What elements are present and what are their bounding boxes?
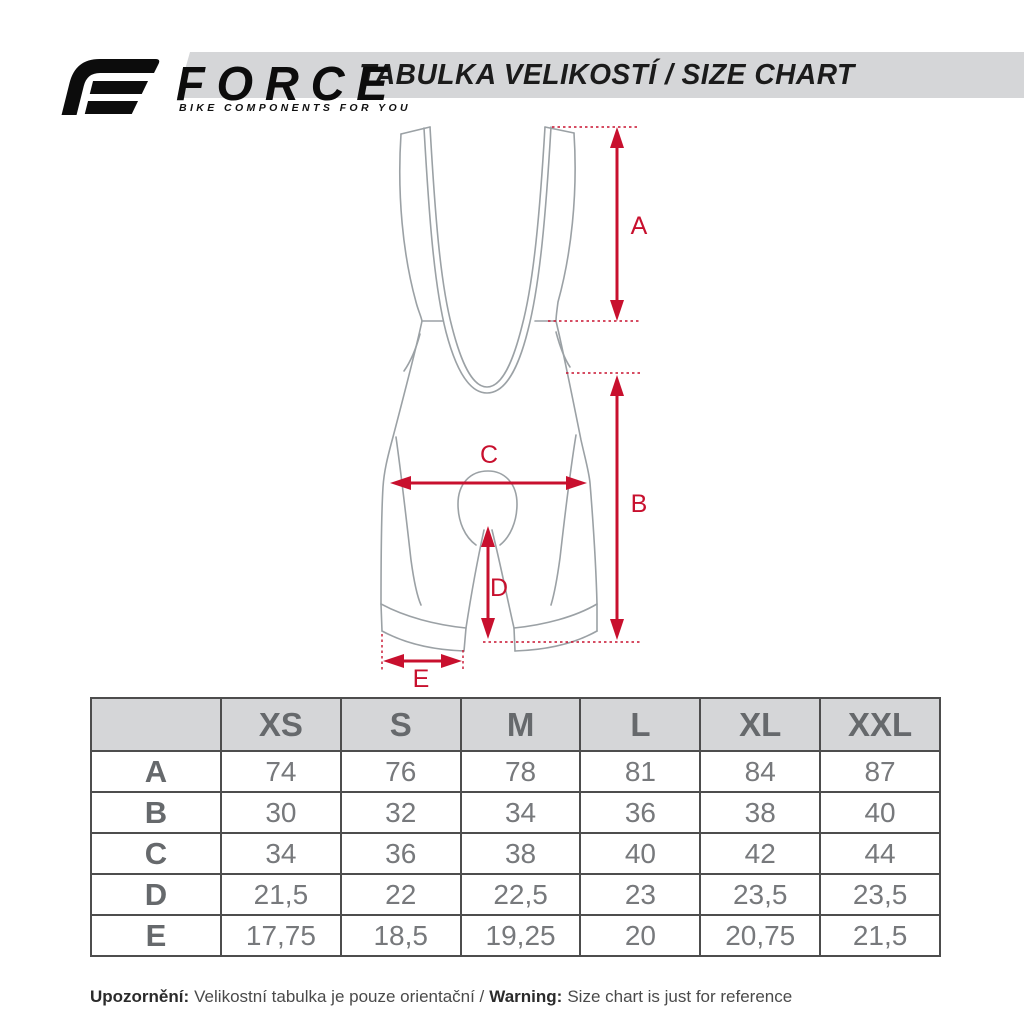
cell-value: 19,25 xyxy=(459,914,582,957)
warning-text-cs: Velikostní tabulka je pouze orientační / xyxy=(194,987,485,1006)
cell-value: 22,5 xyxy=(459,873,582,916)
cell-value: 20,75 xyxy=(699,914,822,957)
label-d: D xyxy=(490,574,508,602)
header-cell-xl: XL xyxy=(699,697,822,752)
label-e: E xyxy=(413,665,430,693)
table-row: D 21,5 22 22,5 23 23,5 23,5 xyxy=(90,873,941,916)
cell-value: 20 xyxy=(579,914,702,957)
row-label: D xyxy=(90,873,222,916)
size-table-header-row: XS S M L XL XXL xyxy=(90,697,941,752)
cell-value: 40 xyxy=(579,832,702,875)
header-cell-xs: XS xyxy=(220,697,342,752)
cell-value: 44 xyxy=(819,832,941,875)
table-row: E 17,75 18,5 19,25 20 20,75 21,5 xyxy=(90,914,941,957)
cell-value: 18,5 xyxy=(339,914,462,957)
header-cell-xxl: XXL xyxy=(819,697,941,752)
cell-value: 42 xyxy=(699,832,822,875)
chamois-pad xyxy=(457,470,518,546)
dimension-labels: A B C D E xyxy=(413,212,648,693)
row-label: E xyxy=(90,914,222,957)
label-c: C xyxy=(480,441,498,469)
bib-shorts-diagram: A B C D E xyxy=(380,126,648,693)
cell-value: 17,75 xyxy=(220,914,342,957)
dimension-a-arrow xyxy=(610,127,624,321)
cell-value: 22 xyxy=(339,873,462,916)
cell-value: 84 xyxy=(699,750,822,793)
warning-text-en: Size chart is just for reference xyxy=(567,987,793,1006)
dimension-e-arrow xyxy=(383,654,462,668)
cell-value: 23 xyxy=(579,873,702,916)
dimension-arrows xyxy=(383,127,624,668)
cell-value: 87 xyxy=(819,750,941,793)
cell-value: 21,5 xyxy=(220,873,342,916)
warning-label-en: Warning: xyxy=(489,987,563,1006)
cell-value: 30 xyxy=(220,791,342,834)
header-band: TABULKA VELIKOSTÍ / SIZE CHART xyxy=(177,52,1024,98)
dimension-c-arrow xyxy=(390,476,587,490)
label-a: A xyxy=(631,212,648,240)
cell-value: 81 xyxy=(579,750,702,793)
cell-value: 32 xyxy=(339,791,462,834)
row-label: B xyxy=(90,791,222,834)
page-title: TABULKA VELIKOSTÍ / SIZE CHART xyxy=(359,59,855,91)
warning-note: Upozornění: Velikostní tabulka je pouze o… xyxy=(90,987,797,1007)
header-cell-l: L xyxy=(579,697,702,752)
warning-label-cs: Upozornění: xyxy=(90,987,190,1006)
force-wordmark: FORCE xyxy=(176,58,400,111)
cell-value: 36 xyxy=(339,832,462,875)
force-logo-icon xyxy=(61,59,160,115)
cell-value: 21,5 xyxy=(819,914,941,957)
row-label: C xyxy=(90,832,222,875)
cell-value: 23,5 xyxy=(819,873,941,916)
cell-value: 34 xyxy=(220,832,342,875)
header-cell-s: S xyxy=(339,697,462,752)
table-row: C 34 36 38 40 42 44 xyxy=(90,832,941,875)
label-b: B xyxy=(631,490,648,518)
cell-value: 23,5 xyxy=(699,873,822,916)
cell-value: 78 xyxy=(459,750,582,793)
header-cell-blank xyxy=(90,697,222,752)
table-row: B 30 32 34 36 38 40 xyxy=(90,791,941,834)
size-table: XS S M L XL XXL A 74 76 78 81 84 87 B 30… xyxy=(90,697,941,957)
cell-value: 38 xyxy=(699,791,822,834)
dimension-leader-lines xyxy=(381,126,640,670)
table-row: A 74 76 78 81 84 87 xyxy=(90,750,941,793)
cell-value: 38 xyxy=(459,832,582,875)
cell-value: 40 xyxy=(819,791,941,834)
cell-value: 76 xyxy=(339,750,462,793)
garment-outline xyxy=(380,126,598,652)
dimension-b-arrow xyxy=(610,375,624,640)
row-label: A xyxy=(90,750,222,793)
header-cell-m: M xyxy=(459,697,582,752)
dimension-d-arrow xyxy=(481,526,495,639)
cell-value: 34 xyxy=(459,791,582,834)
cell-value: 74 xyxy=(220,750,342,793)
cell-value: 36 xyxy=(579,791,702,834)
force-tagline: BIKE COMPONENTS FOR YOU xyxy=(179,102,412,114)
